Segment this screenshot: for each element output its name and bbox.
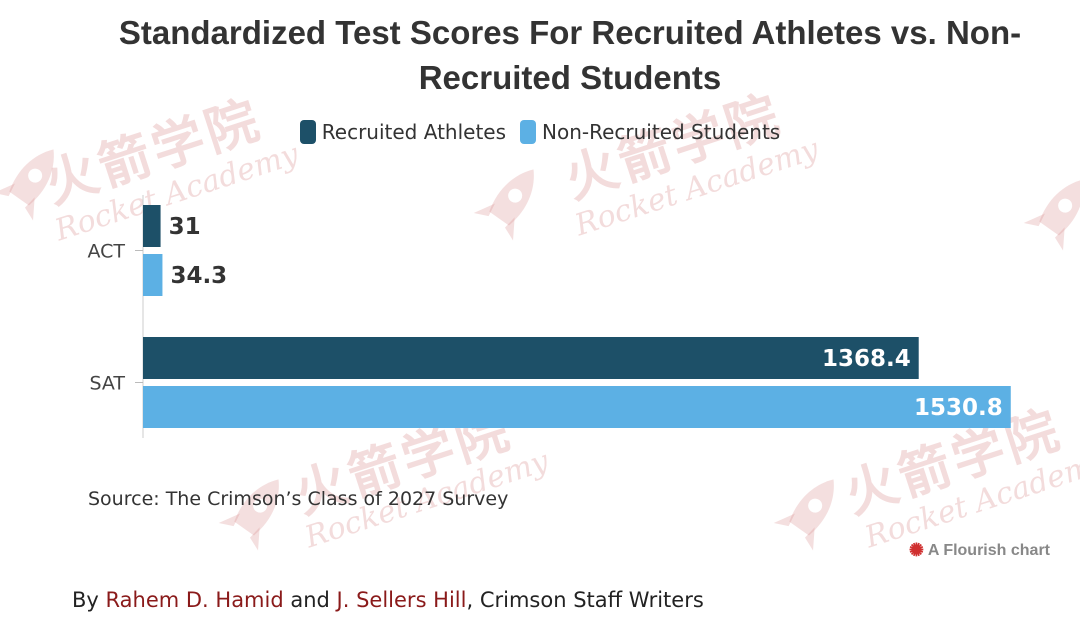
source-note: Source: The Crimson’s Class of 2027 Surv… (88, 488, 509, 510)
bar (143, 386, 1011, 428)
y-tick-label: SAT (89, 373, 125, 395)
byline-prefix: By (72, 588, 106, 612)
data-label: 31 (169, 214, 201, 240)
bar (143, 254, 163, 296)
flourish-credit[interactable]: ✺ A Flourish chart (909, 540, 1050, 561)
legend-item-non-recruited[interactable]: Non-Recruited Students (520, 120, 780, 144)
bar (143, 337, 919, 379)
byline: By Rahem D. Hamid and J. Sellers Hill, C… (72, 588, 704, 612)
y-tick-label: ACT (87, 241, 125, 263)
data-label: 1530.8 (914, 395, 1003, 421)
author-link[interactable]: J. Sellers Hill (336, 588, 467, 612)
bar (143, 205, 161, 247)
flourish-logo-icon: ✺ (908, 540, 924, 560)
legend-item-recruited[interactable]: Recruited Athletes (299, 120, 507, 144)
chart-legend: Recruited Athletes Non-Recruited Student… (0, 120, 1080, 144)
byline-suffix: , Crimson Staff Writers (466, 588, 704, 612)
legend-swatch-recruited (299, 120, 316, 144)
flourish-credit-label: A Flourish chart (927, 541, 1050, 559)
data-label: 34.3 (170, 263, 227, 289)
chart-title: Standardized Test Scores For Recruited A… (118, 14, 1022, 96)
legend-label-recruited: Recruited Athletes (321, 120, 507, 144)
byline-joiner: and (283, 588, 337, 612)
legend-swatch-non-recruited (520, 120, 537, 144)
legend-label-non-recruited: Non-Recruited Students (542, 120, 781, 144)
data-label: 1368.4 (822, 346, 911, 372)
author-link[interactable]: Rahem D. Hamid (105, 588, 284, 612)
